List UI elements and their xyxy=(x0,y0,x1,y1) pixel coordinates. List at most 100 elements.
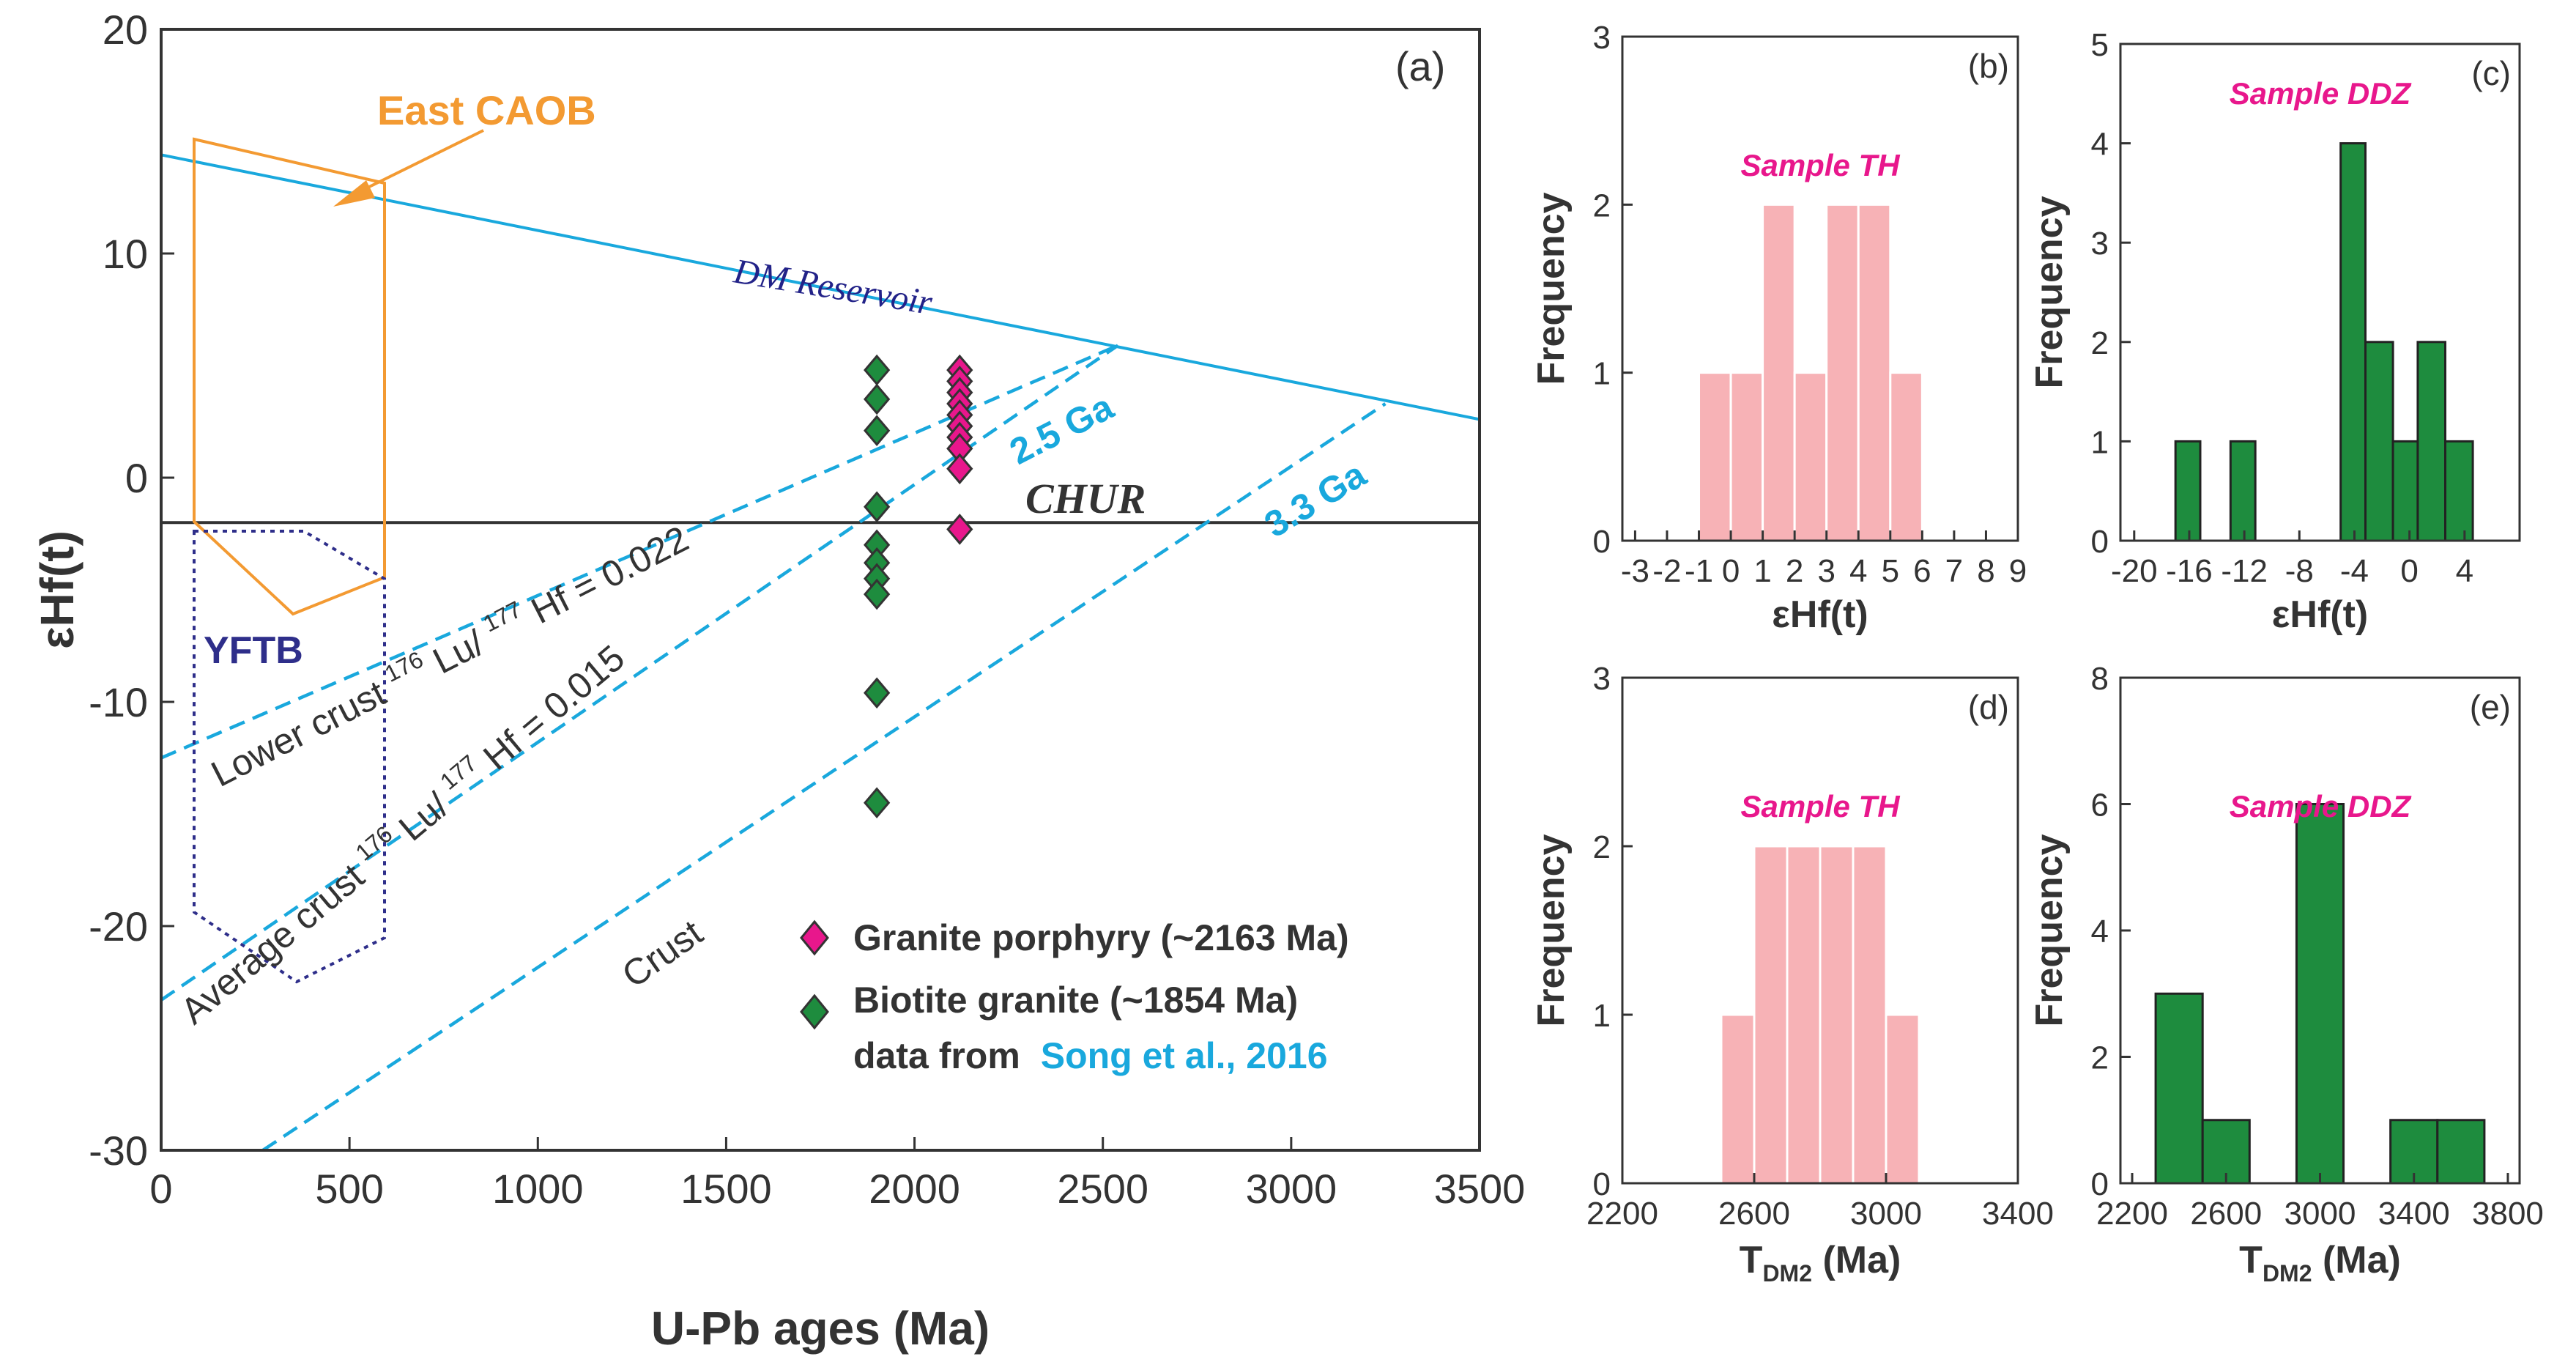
x-tick-label: 3500 xyxy=(1434,1166,1526,1212)
legend-label-granite-porphyry: Granite porphyry (~2163 Ma) xyxy=(853,917,1349,958)
x-tick-label: 8 xyxy=(1977,553,1994,589)
biotite-granite-point xyxy=(864,578,891,610)
y-tick-label: 0 xyxy=(125,455,148,501)
biotite-granite-point xyxy=(864,415,891,447)
y-tick-label: 3 xyxy=(1593,20,1611,56)
histogram-bar xyxy=(2229,440,2257,542)
y-tick-label: 0 xyxy=(2091,1166,2109,1202)
biotite-granite-point xyxy=(864,677,891,709)
y-tick-label: 3 xyxy=(1593,661,1611,697)
y-tick-label: 0 xyxy=(1593,1166,1611,1202)
panel-c-chart: -20 -16 -12 -8 -4 0 4 0 1 2 3 4 5 (c) Sample DDZ Freque… xyxy=(2028,27,2521,636)
legend-marker-biotite-granite xyxy=(800,993,829,1030)
y-axis-label: Frequency xyxy=(2028,196,2071,388)
x-axis-label-main: T xyxy=(1740,1239,1763,1281)
histogram-bar xyxy=(2295,803,2345,1185)
y-tick-label: 20 xyxy=(103,7,148,53)
y-tick-label: 0 xyxy=(1593,524,1611,560)
lower-crust-value: Hf = 0.022 xyxy=(524,518,694,632)
panel-a-legend: Granite porphyry (~2163 Ma) Biotite gran… xyxy=(800,917,1349,1076)
y-tick-label: 10 xyxy=(103,231,148,277)
x-axis-label-sub: DM2 xyxy=(2263,1260,2312,1287)
histogram-bar xyxy=(2339,142,2367,542)
histogram-bar xyxy=(1825,203,1860,542)
x-tick-label: 3400 xyxy=(2378,1196,2450,1232)
yftb-field xyxy=(193,530,386,984)
y-tick-label: 5 xyxy=(2091,27,2109,63)
chur-label: CHUR xyxy=(1025,475,1146,522)
x-tick-label: -2 xyxy=(1652,553,1681,589)
y-tick-label: 8 xyxy=(2091,661,2109,697)
histogram-bar xyxy=(2364,341,2394,542)
panel-a-fields xyxy=(193,129,484,984)
x-axis-label: εHf(t) xyxy=(2272,593,2369,636)
x-tick-label: -16 xyxy=(2166,553,2213,589)
panel-a-axis-ticks: 0 500 1000 1500 2000 2500 3000 3500 20 10 0 -10 -20 -… xyxy=(89,7,1525,1212)
y-tick-label: 1 xyxy=(1593,998,1611,1034)
x-tick-label: 2600 xyxy=(1718,1196,1790,1232)
x-axis-label-main: T xyxy=(2239,1239,2263,1281)
average-crust-value: Hf = 0.015 xyxy=(475,637,632,778)
y-tick-label: 1 xyxy=(1593,356,1611,392)
histogram-bar xyxy=(2154,992,2204,1185)
x-tick-label: -4 xyxy=(2340,553,2369,589)
y-tick-label: -30 xyxy=(89,1128,148,1174)
panel-a-points xyxy=(864,354,973,819)
x-axis-label: TDM2 (Ma) xyxy=(1740,1239,1901,1287)
x-tick-label: 3000 xyxy=(2284,1196,2356,1232)
panel-a-lines xyxy=(161,153,1480,1150)
east-caob-field xyxy=(193,137,386,616)
sample-label: Sample TH xyxy=(1740,789,1901,824)
histogram-bar xyxy=(1786,845,1822,1185)
x-tick-label: -8 xyxy=(2285,553,2314,589)
line-2-5-ga-average-crust xyxy=(161,344,1119,1002)
legend-marker-granite-porphyry xyxy=(800,919,829,956)
x-tick-label: 4 xyxy=(1849,553,1867,589)
histogram-bar xyxy=(1762,203,1796,542)
lower-crust-ratio: Lu/ xyxy=(426,622,490,682)
y-axis-label: Frequency xyxy=(1530,192,1573,385)
lower-crust-sup-hf: 177 xyxy=(479,596,526,637)
granite-porphyry-point xyxy=(946,453,973,485)
y-tick-label: 4 xyxy=(2091,914,2109,950)
x-tick-label: 6 xyxy=(1913,553,1931,589)
y-tick-label: 2 xyxy=(1593,188,1611,223)
sample-label: Sample DDZ xyxy=(2230,76,2412,111)
x-tick-label: 2000 xyxy=(869,1166,960,1212)
x-tick-label: 3000 xyxy=(1850,1196,1922,1232)
x-tick-label: 5 xyxy=(1882,553,1899,589)
histogram-bar xyxy=(2201,1119,2251,1185)
histogram-bar xyxy=(2436,1119,2486,1185)
histogram-frame xyxy=(2119,42,2521,542)
panel-a-label: (a) xyxy=(1395,43,1445,89)
y-tick-label: 3 xyxy=(2091,226,2109,262)
x-tick-label: 9 xyxy=(2009,553,2027,589)
histogram-bar xyxy=(1729,371,1764,542)
x-tick-label: 3000 xyxy=(1246,1166,1337,1212)
histogram-bar xyxy=(1857,203,1892,542)
lower-crust-name: Lower crust xyxy=(205,673,393,795)
histogram-bar xyxy=(1698,371,1732,542)
x-tick-label: 0 xyxy=(2400,553,2418,589)
panel-label: (e) xyxy=(2470,688,2511,726)
y-tick-label: 0 xyxy=(2091,524,2109,560)
panel-d-chart: 2200 2600 3000 3400 0 1 2 3 (d) Sample TH Frequenc… xyxy=(1530,661,2054,1287)
average-crust-sup-lu: 176 xyxy=(350,821,397,866)
histogram-bar xyxy=(2174,440,2202,542)
x-tick-label: 500 xyxy=(315,1166,383,1212)
average-crust-ratio: Lu/ xyxy=(391,785,456,849)
line-dm-reservoir xyxy=(161,153,1480,421)
sample-label: Sample TH xyxy=(1740,148,1901,182)
panel-a-xlabel: U-Pb ages (Ma) xyxy=(651,1302,990,1355)
x-axis-label: TDM2 (Ma) xyxy=(2239,1239,2401,1287)
x-tick-label: 4 xyxy=(2456,553,2473,589)
histogram-bar xyxy=(1889,371,1923,542)
panel-e-chart: 2200 2600 3000 3400 3800 0 2 4 6 8 (e) Sample DDZ Fr… xyxy=(2028,661,2544,1287)
x-tick-label: 1000 xyxy=(492,1166,584,1212)
lower-crust-sup-lu: 176 xyxy=(381,646,428,687)
biotite-granite-point xyxy=(864,383,891,415)
histogram-bar xyxy=(2416,341,2447,542)
y-axis-label: Frequency xyxy=(2028,834,2071,1026)
